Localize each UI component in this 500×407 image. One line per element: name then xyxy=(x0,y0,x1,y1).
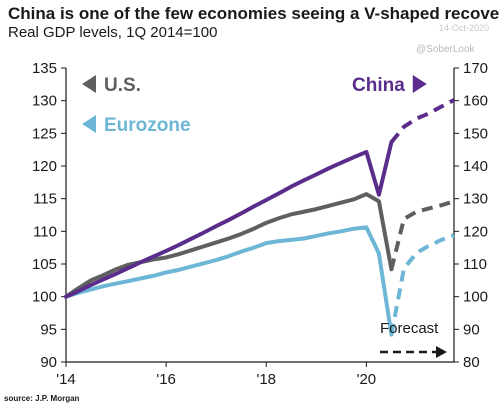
us-forecast-line xyxy=(389,199,455,270)
eurozone-forecast-line xyxy=(389,233,455,335)
y-left-tick-label: 110 xyxy=(33,223,57,240)
legend-china: China xyxy=(352,75,405,96)
legend-eurozone: Eurozone xyxy=(104,115,191,136)
y-left-tick-label: 95 xyxy=(40,321,57,338)
y-left-tick-label: 120 xyxy=(32,158,57,175)
source-note: source: J.P. Morgan xyxy=(4,394,80,403)
y-right-tick-label: 140 xyxy=(463,158,488,175)
y-left-tick-label: 115 xyxy=(33,191,57,208)
legend-china-arrow-right-icon xyxy=(412,75,427,93)
chart-subtitle: Real GDP levels, 1Q 2014=100 xyxy=(8,24,218,41)
y-left-tick-label: 125 xyxy=(32,125,57,142)
y-right-tick-label: 160 xyxy=(463,93,488,110)
y-right-tick-label: 100 xyxy=(463,289,488,306)
y-left-tick-label: 90 xyxy=(40,354,57,371)
x-tick-label: '20 xyxy=(357,371,377,388)
y-right-tick-label: 120 xyxy=(463,223,488,240)
y-left-tick-label: 135 xyxy=(32,60,57,77)
watermark: @SoberLook xyxy=(416,44,475,55)
y-left-tick-label: 130 xyxy=(32,93,57,110)
forecast-annotation: Forecast xyxy=(380,320,439,337)
date-stamp: 14-Oct-2020 xyxy=(439,23,490,33)
y-right-tick-label: 80 xyxy=(463,354,480,371)
china-series-line xyxy=(64,140,394,299)
y-left-tick-label: 100 xyxy=(32,289,57,306)
eurozone-series-line xyxy=(64,225,394,337)
legend-us: U.S. xyxy=(104,75,141,96)
us-series-line xyxy=(64,192,394,299)
x-tick-label: '14 xyxy=(56,371,76,388)
series-lines xyxy=(64,98,455,337)
y-right-tick-label: 170 xyxy=(463,60,488,77)
chart-title: China is one of the few economies seeing… xyxy=(8,4,500,23)
y-right-tick-label: 90 xyxy=(463,321,480,338)
chart-axes: 90 95 100 105 110 115 120 125 130 135 80 90 100 110 12… xyxy=(32,60,488,388)
x-tick-label: '18 xyxy=(256,371,276,388)
y-right-tick-label: 110 xyxy=(463,256,487,273)
chart-legend: U.S. Eurozone China Forecast xyxy=(82,75,447,358)
x-tick-label: '16 xyxy=(156,371,176,388)
legend-eurozone-arrow-left-icon xyxy=(82,115,96,133)
y-right-tick-label: 130 xyxy=(463,191,488,208)
y-left-tick-label: 105 xyxy=(32,256,57,273)
china-forecast-line xyxy=(389,98,455,144)
y-right-tick-label: 150 xyxy=(463,125,488,142)
forecast-arrow-icon xyxy=(436,346,447,358)
legend-us-arrow-left-icon xyxy=(82,75,96,93)
